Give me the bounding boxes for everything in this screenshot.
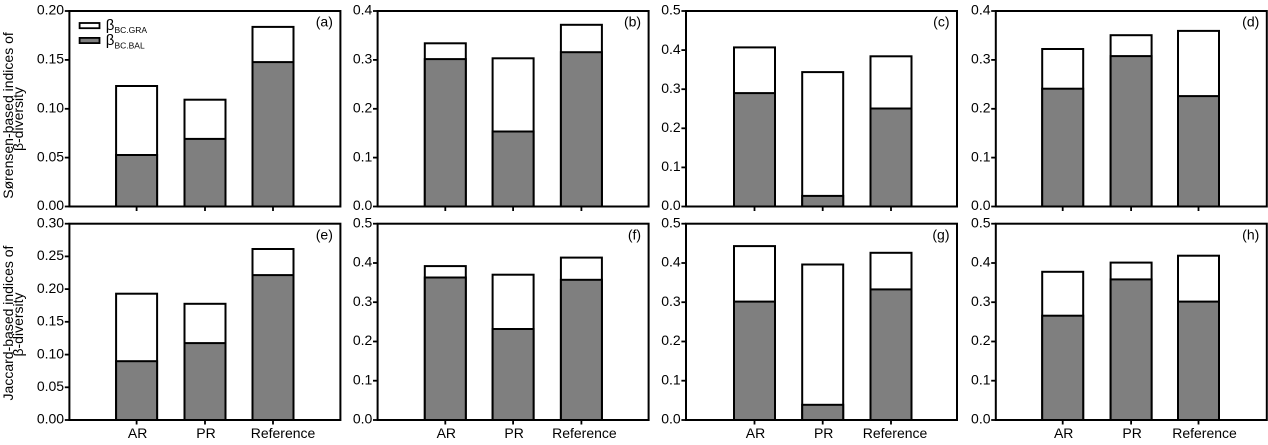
svg-text:0.0: 0.0 bbox=[661, 411, 681, 427]
svg-text:PR: PR bbox=[504, 425, 523, 441]
svg-text:β-diversity: β-diversity bbox=[10, 87, 26, 151]
svg-text:0.3: 0.3 bbox=[971, 293, 991, 309]
svg-text:0.20: 0.20 bbox=[37, 2, 64, 18]
svg-text:(b): (b) bbox=[624, 14, 641, 30]
svg-text:0.1: 0.1 bbox=[353, 371, 373, 387]
svg-text:0.2: 0.2 bbox=[353, 100, 373, 116]
svg-text:0.2: 0.2 bbox=[971, 332, 991, 348]
svg-text:0.4: 0.4 bbox=[971, 2, 991, 18]
svg-text:0.4: 0.4 bbox=[353, 2, 373, 18]
svg-text:PR: PR bbox=[814, 425, 833, 441]
svg-text:0.30: 0.30 bbox=[37, 214, 64, 230]
svg-text:0.1: 0.1 bbox=[971, 371, 991, 387]
svg-text:(c): (c) bbox=[933, 14, 949, 30]
svg-text:0.5: 0.5 bbox=[661, 214, 681, 230]
svg-text:(h): (h) bbox=[1242, 226, 1259, 242]
svg-text:0.2: 0.2 bbox=[661, 332, 681, 348]
svg-text:(d): (d) bbox=[1242, 14, 1259, 30]
svg-text:0.10: 0.10 bbox=[37, 100, 64, 116]
svg-text:0.3: 0.3 bbox=[661, 80, 681, 96]
svg-text:0.4: 0.4 bbox=[661, 41, 681, 57]
svg-text:Reference: Reference bbox=[251, 425, 316, 441]
svg-text:0.05: 0.05 bbox=[37, 378, 64, 394]
svg-text:0.0: 0.0 bbox=[353, 411, 373, 427]
svg-text:0.2: 0.2 bbox=[971, 100, 991, 116]
svg-text:PR: PR bbox=[1122, 425, 1141, 441]
svg-text:Reference: Reference bbox=[1172, 425, 1237, 441]
svg-text:0.05: 0.05 bbox=[37, 148, 64, 164]
svg-text:0.1: 0.1 bbox=[661, 158, 681, 174]
svg-text:0.3: 0.3 bbox=[353, 293, 373, 309]
svg-text:Reference: Reference bbox=[552, 425, 617, 441]
svg-text:AR: AR bbox=[437, 425, 456, 441]
svg-text:(f): (f) bbox=[628, 226, 641, 242]
svg-text:AR: AR bbox=[1054, 425, 1073, 441]
svg-text:0.4: 0.4 bbox=[353, 254, 373, 270]
svg-text:Sørensen-based indices of: Sørensen-based indices of bbox=[0, 32, 16, 199]
svg-text:0.0: 0.0 bbox=[971, 197, 991, 213]
svg-text:PR: PR bbox=[196, 425, 215, 441]
svg-text:0.5: 0.5 bbox=[661, 2, 681, 18]
svg-text:Jaccard-based indices of: Jaccard-based indices of bbox=[0, 245, 16, 400]
svg-text:(g): (g) bbox=[932, 226, 949, 242]
svg-text:0.1: 0.1 bbox=[661, 371, 681, 387]
svg-text:0.25: 0.25 bbox=[37, 247, 64, 263]
svg-text:0.15: 0.15 bbox=[37, 313, 64, 329]
svg-text:0.15: 0.15 bbox=[37, 51, 64, 67]
svg-text:0.20: 0.20 bbox=[37, 280, 64, 296]
svg-text:(a): (a) bbox=[316, 14, 333, 30]
svg-text:0.2: 0.2 bbox=[353, 332, 373, 348]
svg-text:0.5: 0.5 bbox=[971, 214, 991, 230]
svg-text:0.3: 0.3 bbox=[353, 51, 373, 67]
svg-text:0.4: 0.4 bbox=[661, 254, 681, 270]
svg-text:0.0: 0.0 bbox=[661, 197, 681, 213]
svg-text:0.3: 0.3 bbox=[971, 51, 991, 67]
svg-text:0.3: 0.3 bbox=[661, 293, 681, 309]
svg-text:β-diversity: β-diversity bbox=[10, 292, 26, 356]
svg-text:Reference: Reference bbox=[863, 425, 928, 441]
svg-text:0.0: 0.0 bbox=[971, 411, 991, 427]
svg-text:0.10: 0.10 bbox=[37, 345, 64, 361]
svg-text:0.5: 0.5 bbox=[353, 214, 373, 230]
svg-text:0.1: 0.1 bbox=[971, 148, 991, 164]
svg-text:0.00: 0.00 bbox=[37, 411, 64, 427]
svg-text:0.2: 0.2 bbox=[661, 119, 681, 135]
svg-text:0.00: 0.00 bbox=[37, 197, 64, 213]
svg-text:0.4: 0.4 bbox=[971, 254, 991, 270]
svg-text:AR: AR bbox=[128, 425, 147, 441]
svg-text:(e): (e) bbox=[316, 226, 333, 242]
svg-text:AR: AR bbox=[746, 425, 765, 441]
svg-text:0.0: 0.0 bbox=[353, 197, 373, 213]
svg-text:0.1: 0.1 bbox=[353, 148, 373, 164]
